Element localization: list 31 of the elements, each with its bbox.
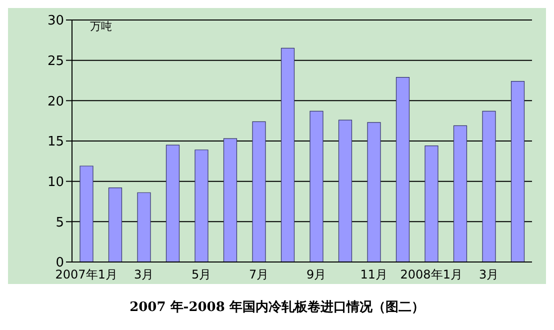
bar [510, 81, 525, 262]
y-tick-label: 5 [56, 215, 64, 230]
bar [80, 166, 94, 262]
bar [424, 146, 438, 262]
x-tick-label: 7月 [249, 268, 269, 282]
bar [482, 110, 496, 262]
text: 2007 年-2008 年国内冷轧板卷进口情况（图二） [128, 299, 426, 316]
bar [280, 48, 295, 262]
bar [252, 121, 266, 262]
bar [310, 110, 324, 262]
bar [137, 192, 151, 262]
y-axis-title: 万吨 [90, 20, 112, 33]
bar [367, 122, 381, 262]
bar [396, 76, 410, 262]
y-tick-label: 30 [47, 14, 64, 29]
bar [108, 187, 122, 262]
x-tick-label: 5月 [192, 268, 212, 282]
bar [194, 150, 208, 262]
bar [223, 138, 238, 262]
x-tick-label: 3月 [479, 268, 499, 282]
bar [453, 125, 468, 262]
y-tick-label: 15 [47, 134, 64, 150]
x-tick-label: 3月 [134, 268, 154, 282]
bar [338, 120, 352, 262]
y-tick-label: 25 [47, 54, 64, 69]
bar [166, 144, 180, 262]
x-tick-label: 11月 [360, 268, 388, 282]
x-tick-label: 9月 [306, 268, 326, 282]
y-tick-label: 10 [47, 174, 64, 190]
y-tick-label: 20 [47, 94, 64, 110]
x-tick-label: 2008年1月 [400, 268, 462, 282]
